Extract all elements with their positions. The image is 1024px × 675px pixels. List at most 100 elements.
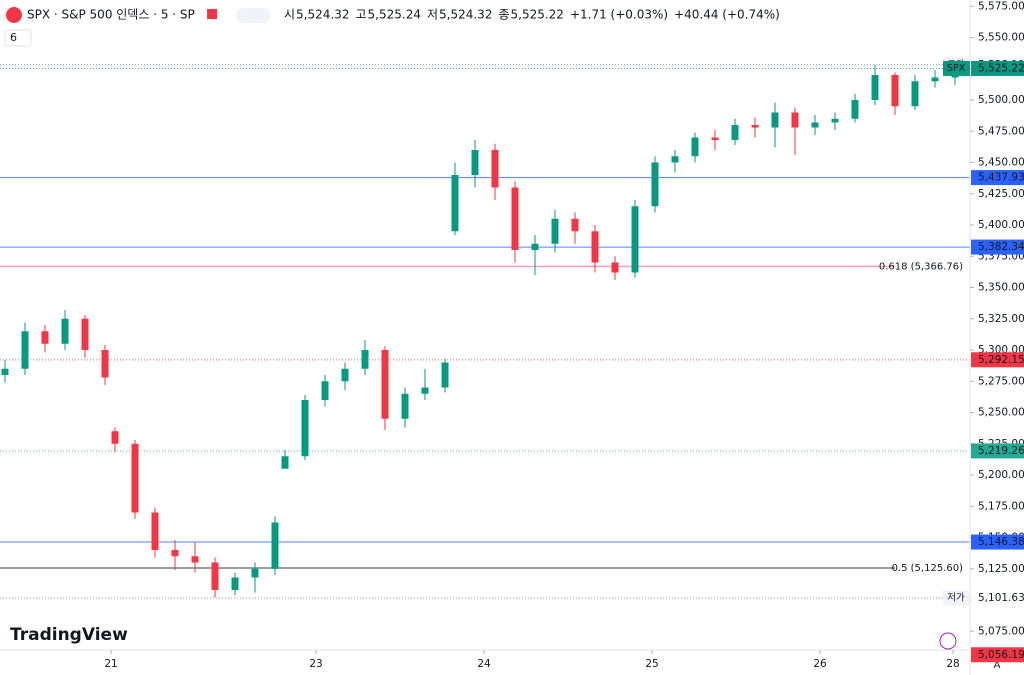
y-tick-label: 5,075.00 bbox=[978, 625, 1024, 637]
y-tick-label: 5,250.00 bbox=[978, 407, 1024, 419]
candle-body bbox=[771, 112, 779, 128]
ohlc-key: 시 bbox=[284, 8, 295, 22]
tag-box bbox=[943, 590, 970, 606]
candle-body bbox=[281, 456, 289, 469]
candle-body bbox=[831, 118, 839, 123]
y-tick-label: 5,175.00 bbox=[978, 500, 1024, 512]
price-tag bbox=[971, 60, 1024, 76]
ohlc-key: 저 bbox=[427, 8, 438, 22]
ohlc-value: 5,524.32 bbox=[296, 8, 349, 22]
candle-body bbox=[61, 318, 69, 344]
ohlc-key: 종 bbox=[498, 8, 509, 22]
candle-body bbox=[911, 81, 919, 107]
candle-body bbox=[441, 362, 449, 388]
candle-body bbox=[891, 75, 899, 107]
candle-body bbox=[151, 512, 159, 550]
y-tick-label: 5,200.00 bbox=[978, 469, 1024, 481]
candle-body bbox=[381, 350, 389, 419]
fib-label: 0.5 (5,125.60) bbox=[892, 563, 964, 574]
x-tick-label: 23 bbox=[309, 658, 322, 670]
candle-body bbox=[691, 137, 699, 157]
y-tick-label: 5,325.00 bbox=[978, 313, 1024, 325]
candle-body bbox=[471, 150, 479, 175]
candle-body bbox=[551, 218, 559, 244]
candle-body bbox=[731, 125, 739, 140]
change-text: +40.44 (+0.74%) bbox=[674, 8, 780, 22]
price-tag-label: 5,219.26 bbox=[978, 445, 1024, 457]
x-tick-label: 26 bbox=[813, 658, 827, 670]
price-tag-label: 5,101.63 bbox=[978, 592, 1024, 604]
candle-body bbox=[171, 550, 179, 557]
candle-body bbox=[511, 187, 519, 250]
y-tick-label: 5,500.00 bbox=[978, 94, 1024, 106]
symbol-icon bbox=[6, 7, 22, 23]
candle-body bbox=[231, 577, 239, 590]
candle-body bbox=[751, 125, 759, 128]
candle-body bbox=[571, 218, 579, 232]
scale-mode[interactable]: A bbox=[994, 660, 1001, 671]
candle-body bbox=[251, 568, 259, 578]
candle-body bbox=[321, 381, 329, 400]
x-tick-label: 25 bbox=[645, 658, 658, 670]
price-tag bbox=[971, 647, 1024, 663]
lightning-icon[interactable] bbox=[939, 632, 957, 650]
candle-body bbox=[711, 137, 719, 140]
candle-body bbox=[191, 556, 199, 563]
indicator-count: 6 bbox=[10, 31, 17, 44]
ohlc-value: 5,524.32 bbox=[439, 8, 492, 22]
x-tick-label: 21 bbox=[104, 658, 117, 670]
tag-label: SPX bbox=[947, 63, 966, 74]
candle-body bbox=[611, 262, 619, 273]
price-tag bbox=[971, 590, 1024, 606]
indicator-toggle[interactable] bbox=[4, 29, 32, 47]
candle-body bbox=[111, 431, 119, 444]
candle-body bbox=[791, 112, 799, 128]
candle-body bbox=[41, 331, 49, 344]
y-tick-label: 5,475.00 bbox=[978, 125, 1024, 137]
candle-body bbox=[1, 368, 9, 375]
price-tag bbox=[971, 239, 1024, 255]
candle-body bbox=[301, 400, 309, 457]
price-tag-label: 5,437.93 bbox=[978, 172, 1024, 184]
x-tick-label: 28 bbox=[946, 658, 959, 670]
candle-body bbox=[81, 318, 89, 350]
candle-body bbox=[631, 206, 639, 273]
y-tick-label: 5,350.00 bbox=[978, 282, 1024, 294]
x-tick-label: 24 bbox=[477, 658, 491, 670]
candle-body bbox=[101, 350, 109, 378]
price-tag-label: 5,292.15 bbox=[978, 354, 1024, 366]
toggle[interactable] bbox=[236, 8, 270, 23]
candle-body bbox=[401, 393, 409, 419]
candle-body bbox=[131, 443, 139, 513]
header: SPX · S&P 500 인덱스 · 5 · SP 6 bbox=[4, 7, 270, 47]
candle-body bbox=[851, 100, 859, 119]
candle-body bbox=[421, 387, 429, 394]
price-tag bbox=[971, 352, 1024, 368]
candle-body bbox=[871, 75, 879, 100]
price-tag bbox=[971, 534, 1024, 550]
ohlc-value: 5,525.22 bbox=[511, 8, 564, 22]
y-tick-label: 5,550.00 bbox=[978, 32, 1024, 44]
candle-body bbox=[671, 156, 679, 163]
candle-body bbox=[271, 522, 279, 569]
ohlc-value: 5,525.24 bbox=[368, 8, 421, 22]
candle-body bbox=[651, 162, 659, 207]
candle-body bbox=[21, 331, 29, 369]
y-tick-label: 5,575.00 bbox=[978, 0, 1024, 12]
y-tick-label: 5,275.00 bbox=[978, 375, 1024, 387]
fib-label: 0.618 (5,366.76) bbox=[879, 262, 963, 273]
price-tag-label: 5,056.19 bbox=[978, 649, 1024, 661]
tag-label: 저가 bbox=[947, 592, 965, 603]
candle-body bbox=[491, 150, 499, 188]
change-text: +1.71 (+0.03%) bbox=[570, 8, 668, 22]
tag-box bbox=[943, 60, 970, 76]
ohlc-key: 고 bbox=[355, 8, 366, 22]
candle-body bbox=[811, 122, 819, 128]
candle-body bbox=[361, 350, 369, 369]
candle-body bbox=[931, 77, 939, 82]
logo: TradingView bbox=[10, 625, 128, 645]
flag-icon[interactable] bbox=[207, 9, 217, 19]
